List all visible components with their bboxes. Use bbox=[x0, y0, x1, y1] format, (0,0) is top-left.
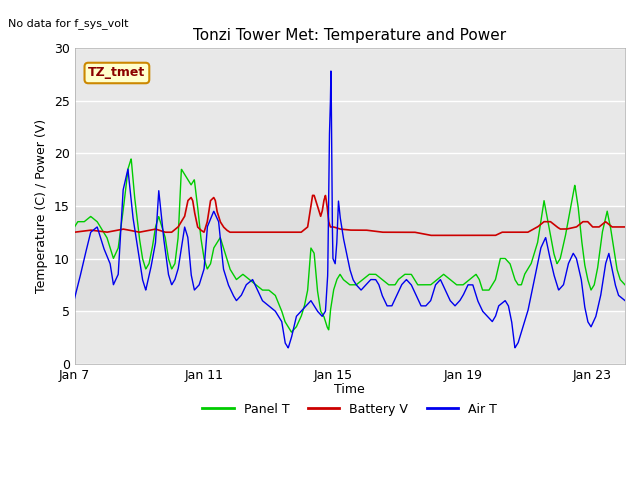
Battery V bbox=[611, 224, 618, 230]
Text: No data for f_sys_volt: No data for f_sys_volt bbox=[8, 18, 129, 29]
Battery V bbox=[427, 232, 435, 238]
Air T bbox=[621, 298, 629, 303]
Air T bbox=[282, 341, 289, 347]
Battery V bbox=[166, 229, 174, 235]
X-axis label: Time: Time bbox=[334, 383, 365, 396]
Air T bbox=[611, 278, 618, 284]
Air T bbox=[134, 243, 141, 249]
Battery V bbox=[70, 229, 78, 235]
Bar bbox=[74, 206, 625, 311]
Line: Battery V: Battery V bbox=[74, 195, 625, 235]
Panel T bbox=[166, 261, 174, 267]
Panel T bbox=[552, 255, 559, 261]
Panel T bbox=[306, 259, 314, 265]
Air T bbox=[284, 345, 292, 351]
Battery V bbox=[306, 212, 314, 218]
Panel T bbox=[134, 219, 141, 225]
Panel T bbox=[611, 251, 618, 256]
Battery V bbox=[552, 223, 559, 228]
Line: Panel T: Panel T bbox=[74, 159, 625, 332]
Air T bbox=[327, 68, 335, 74]
Title: Tonzi Tower Met: Temperature and Power: Tonzi Tower Met: Temperature and Power bbox=[193, 28, 506, 43]
Panel T bbox=[70, 224, 78, 230]
Panel T bbox=[127, 156, 135, 162]
Battery V bbox=[282, 229, 289, 235]
Battery V bbox=[134, 229, 141, 235]
Y-axis label: Temperature (C) / Power (V): Temperature (C) / Power (V) bbox=[35, 119, 48, 293]
Legend: Panel T, Battery V, Air T: Panel T, Battery V, Air T bbox=[198, 397, 502, 420]
Air T bbox=[166, 276, 174, 282]
Air T bbox=[306, 299, 314, 305]
Battery V bbox=[308, 192, 316, 198]
Text: TZ_tmet: TZ_tmet bbox=[88, 67, 145, 80]
Panel T bbox=[282, 320, 290, 326]
Air T bbox=[70, 296, 78, 301]
Battery V bbox=[621, 224, 629, 230]
Panel T bbox=[621, 282, 629, 288]
Line: Air T: Air T bbox=[74, 71, 625, 348]
Panel T bbox=[287, 329, 295, 335]
Air T bbox=[552, 276, 559, 282]
